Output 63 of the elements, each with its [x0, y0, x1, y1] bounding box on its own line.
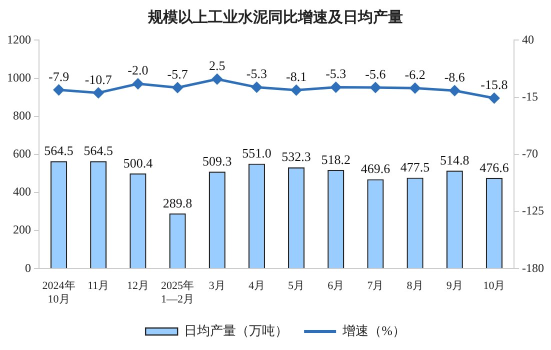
x-tick-label: 7月 [367, 280, 384, 292]
point [291, 84, 302, 96]
y2-tick-label: -125 [522, 204, 544, 218]
data-label: 564.5 [44, 143, 74, 158]
data-label: 477.5 [400, 160, 430, 175]
data-label: -15.8 [480, 77, 508, 92]
data-label: 476.6 [480, 160, 510, 175]
x-tick-label: 12月 [126, 280, 149, 292]
y2-tick-label: 40 [522, 32, 534, 46]
data-label: -6.2 [404, 67, 426, 82]
data-label: -8.6 [444, 70, 466, 85]
y-tick-label: 600 [13, 146, 31, 161]
data-label: -7.9 [48, 68, 70, 84]
data-label: -5.3 [326, 66, 346, 82]
chart-title: 规模以上工业水泥同比增速及日均产量 [146, 8, 404, 28]
data-label: -5.7 [167, 66, 188, 82]
y-tick-label: 800 [13, 108, 31, 122]
point [410, 82, 420, 94]
x-tick-label: 5月 [288, 280, 305, 292]
x-tick-label: 10月 [483, 280, 506, 292]
data-label: 551.0 [242, 146, 272, 161]
x-tick-label: 6月 [328, 280, 344, 292]
data-label: 469.6 [360, 161, 391, 176]
x-tick-label: 8月 [406, 280, 424, 292]
point [172, 82, 183, 93]
data-label: 532.3 [282, 149, 311, 164]
y2-tick-label: -15 [522, 89, 538, 104]
y-tick-label: 200 [13, 222, 31, 237]
y2-tick-label: -180 [522, 260, 544, 275]
point [132, 78, 144, 90]
point [54, 84, 64, 96]
y2-tick-label: -70 [522, 146, 538, 161]
data-label: -5.3 [246, 66, 268, 82]
data-label: 289.8 [162, 195, 192, 210]
y-tick-label: 0 [25, 260, 31, 275]
point [488, 92, 500, 104]
data-label: 564.5 [84, 143, 113, 158]
y-tick-label: 1000 [7, 70, 31, 84]
data-label: -2.0 [128, 62, 148, 78]
data-label: 509.3 [202, 154, 232, 169]
data-label: 500.4 [123, 155, 154, 170]
point [93, 88, 104, 98]
data-label: -10.7 [84, 72, 112, 87]
x-tick-label: 2024年 10月 [42, 280, 76, 306]
x-tick-label: 11月 [88, 280, 110, 292]
x-tick-label: 4月 [248, 280, 265, 292]
point [370, 82, 381, 93]
y-tick-label: 1200 [7, 32, 31, 46]
x-tick-label: 3月 [208, 280, 226, 292]
data-label: 518.2 [321, 152, 350, 167]
legend-label: 日均产量（万吨） [184, 322, 288, 338]
data-label: 2.5 [209, 58, 226, 74]
data-label: -8.1 [286, 69, 307, 84]
y-tick-label: 400 [13, 184, 31, 199]
point [449, 85, 460, 96]
data-label: 514.8 [440, 152, 470, 168]
point [251, 82, 262, 92]
data-label: -5.6 [365, 66, 386, 82]
x-tick-label: 2025年 1—2月 [161, 280, 194, 306]
x-tick-label: 9月 [446, 280, 463, 292]
point [212, 74, 222, 84]
point [330, 82, 342, 92]
legend-label: 增速（%） [342, 322, 406, 338]
